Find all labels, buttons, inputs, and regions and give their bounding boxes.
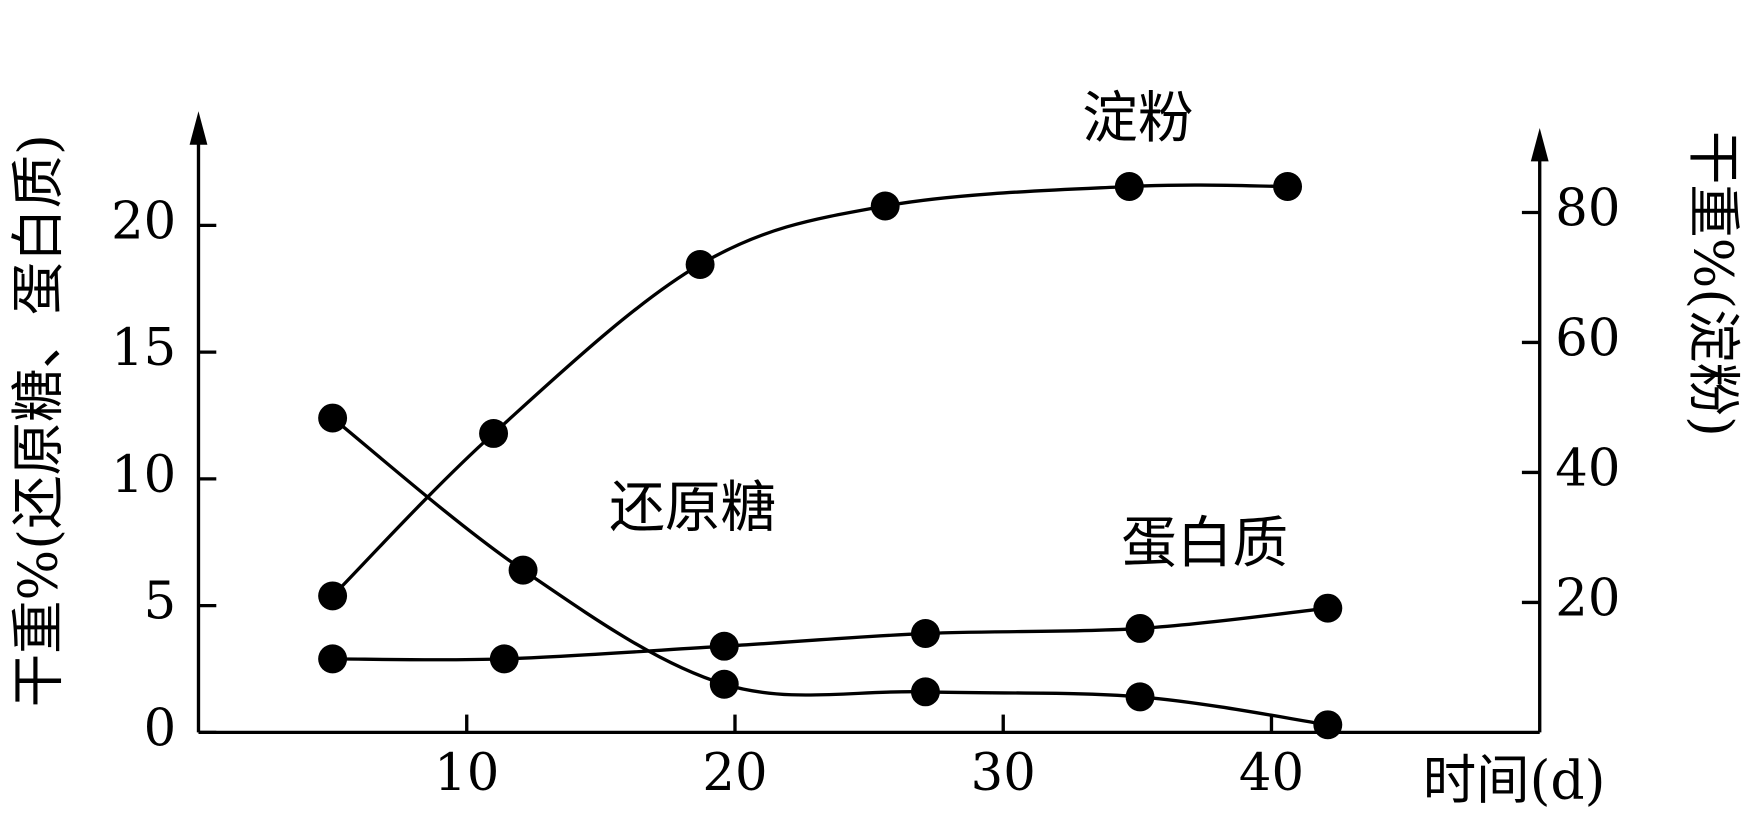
series-label: 还原糖 (609, 476, 776, 541)
y2-axis-arrow (1530, 128, 1549, 162)
data-point (870, 191, 900, 221)
data-point (709, 669, 739, 699)
y2-tick-label: 60 (1555, 308, 1620, 368)
data-point (489, 644, 519, 674)
y-axis-label: 干重%(还原糖、蛋白质) (7, 134, 70, 707)
data-point (1125, 613, 1155, 643)
data-point (1273, 172, 1303, 201)
x-tick-label: 30 (971, 743, 1036, 803)
y-tick-label: 15 (111, 318, 176, 378)
data-point (685, 250, 715, 279)
data-point (910, 619, 940, 648)
y2-tick-label: 20 (1555, 568, 1620, 628)
y2-axis-label: 干重%(淀粉) (1682, 131, 1745, 437)
series-label: 淀粉 (1082, 86, 1193, 151)
data-point (910, 677, 940, 707)
data-point (508, 555, 538, 585)
x-tick-label: 20 (702, 743, 767, 803)
series-line (332, 606, 1328, 662)
x-axis-label: 时间(d) (1423, 749, 1606, 812)
data-point (1313, 593, 1343, 623)
data-point (479, 418, 509, 448)
data-point (318, 581, 348, 611)
series-label: 蛋白质 (1121, 511, 1288, 576)
data-point (318, 644, 348, 674)
data-point (1125, 682, 1155, 712)
data-point (318, 403, 348, 433)
data-point (1114, 172, 1144, 201)
data-point (709, 631, 739, 661)
y-tick-label: 10 (111, 445, 176, 505)
y-tick-label: 5 (144, 572, 177, 632)
y-axis-arrow (189, 111, 208, 145)
x-tick-label: 10 (434, 743, 499, 803)
y-tick-label: 0 (144, 698, 177, 758)
y2-tick-label: 80 (1555, 178, 1620, 238)
y2-tick-label: 40 (1555, 438, 1620, 498)
y-tick-label: 20 (111, 191, 176, 251)
data-point (1313, 710, 1343, 740)
x-tick-label: 40 (1239, 743, 1304, 803)
